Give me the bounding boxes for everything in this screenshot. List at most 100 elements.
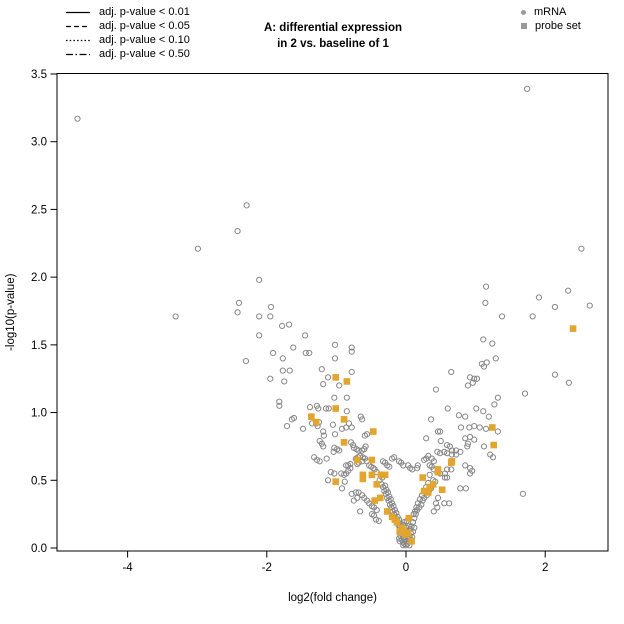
mrna-point xyxy=(491,401,498,408)
mrna-point xyxy=(457,485,464,492)
mrna-point xyxy=(448,451,456,458)
mrna-point xyxy=(338,425,346,432)
mrna-point xyxy=(471,436,478,443)
probe-set-point xyxy=(424,489,432,496)
dashed-line-icon xyxy=(66,25,90,27)
y-axis-title: -log10(p-value) xyxy=(5,273,17,351)
probe-set-point xyxy=(419,474,427,481)
mrna-point xyxy=(281,378,288,385)
mrna-point xyxy=(480,336,487,343)
mrna-point xyxy=(329,421,337,428)
mrna-point xyxy=(345,420,353,427)
probe-set-point xyxy=(490,441,497,449)
probe-set-point xyxy=(376,494,384,502)
probe-set-point xyxy=(400,527,408,534)
probe-set-point xyxy=(332,374,340,381)
probe-set-point xyxy=(381,471,389,479)
mrna-point xyxy=(290,414,298,422)
mrna-point xyxy=(437,428,444,435)
mrna-point xyxy=(462,413,469,420)
mrna-point xyxy=(521,390,529,397)
mrna-point xyxy=(432,386,440,393)
probe-set-point xyxy=(368,471,376,479)
mrna-point xyxy=(413,504,420,511)
mrna-point xyxy=(471,375,478,382)
mrna-point xyxy=(348,368,355,376)
legend-label: adj. p-value < 0.10 xyxy=(99,34,190,46)
dotted-line-icon xyxy=(66,39,90,41)
mrna-point xyxy=(363,431,371,438)
mrna-point xyxy=(434,428,442,435)
y-axis-tick-label: 1.0 xyxy=(31,408,47,420)
mrna-point xyxy=(331,355,339,362)
mrna-point xyxy=(316,458,323,465)
mrna-point xyxy=(473,375,481,382)
mrna-point xyxy=(489,454,497,461)
probe-set-point xyxy=(404,529,412,537)
mrna-point xyxy=(586,302,593,309)
mrna-point xyxy=(285,321,293,328)
y-axis-tick-label: 0.0 xyxy=(31,543,47,555)
mrna-point xyxy=(473,405,480,412)
mrna-point xyxy=(391,454,398,461)
mrna-point xyxy=(276,402,283,409)
mrna-point xyxy=(279,367,286,374)
mrna-point xyxy=(529,313,536,320)
y-axis-tick-label: 1.5 xyxy=(31,340,47,352)
probe-set-point xyxy=(426,483,433,491)
x-axis-title: log2(fold change) xyxy=(288,592,377,604)
mrna-point xyxy=(457,424,465,431)
mrna-point xyxy=(384,489,392,496)
mrna-point xyxy=(448,447,456,454)
mrna-point xyxy=(324,477,332,484)
probe-set-point xyxy=(369,428,377,435)
mrna-point xyxy=(256,276,263,283)
mrna-point xyxy=(348,348,355,355)
probe-set-point xyxy=(373,481,381,488)
mrna-point xyxy=(412,511,419,518)
mrna-point xyxy=(480,443,488,450)
mrna-point xyxy=(426,471,433,478)
mrna-point xyxy=(489,340,496,347)
mrna-point xyxy=(480,408,487,415)
mrna-point xyxy=(464,443,471,450)
mrna-point xyxy=(448,466,455,473)
mrna-point xyxy=(402,542,410,549)
mrna-point xyxy=(414,464,421,472)
mrna-point xyxy=(320,381,327,388)
mrna-point xyxy=(306,349,313,357)
dashdot-line-icon xyxy=(66,53,90,55)
probe-set-point xyxy=(340,439,348,446)
mrna-point xyxy=(336,382,343,389)
y-axis-tick-label: 3.5 xyxy=(31,69,47,81)
probe-set-point xyxy=(377,471,385,479)
probe-set-point xyxy=(332,478,340,485)
probe-set-point xyxy=(371,497,378,504)
plot-title: A: differential expression in 2 vs. base… xyxy=(238,20,428,52)
mrna-point xyxy=(455,412,462,419)
mrna-point xyxy=(446,500,453,507)
mrna-point xyxy=(462,485,469,492)
mrna-point xyxy=(320,428,327,435)
probe-set-point xyxy=(312,418,320,426)
mrna-point xyxy=(393,509,400,516)
probe-set-point xyxy=(489,424,496,431)
mrna-point xyxy=(466,433,474,441)
x-axis-tick-label: 2 xyxy=(542,562,548,574)
mrna-point xyxy=(290,344,297,351)
mrna-point xyxy=(74,115,81,122)
mrna-point xyxy=(325,405,332,412)
mrna-point xyxy=(448,368,455,376)
mrna-point xyxy=(322,405,330,412)
mrna-point xyxy=(476,424,483,431)
probe-set-point xyxy=(359,471,367,479)
probe-set-square-icon xyxy=(521,23,527,29)
mrna-point xyxy=(471,423,478,430)
mrna-point xyxy=(267,375,274,382)
probe-set-point xyxy=(368,456,376,464)
mrna-point xyxy=(279,322,286,329)
probe-set-point xyxy=(383,508,391,515)
mrna-point xyxy=(390,502,397,510)
mrna-point xyxy=(234,309,241,316)
